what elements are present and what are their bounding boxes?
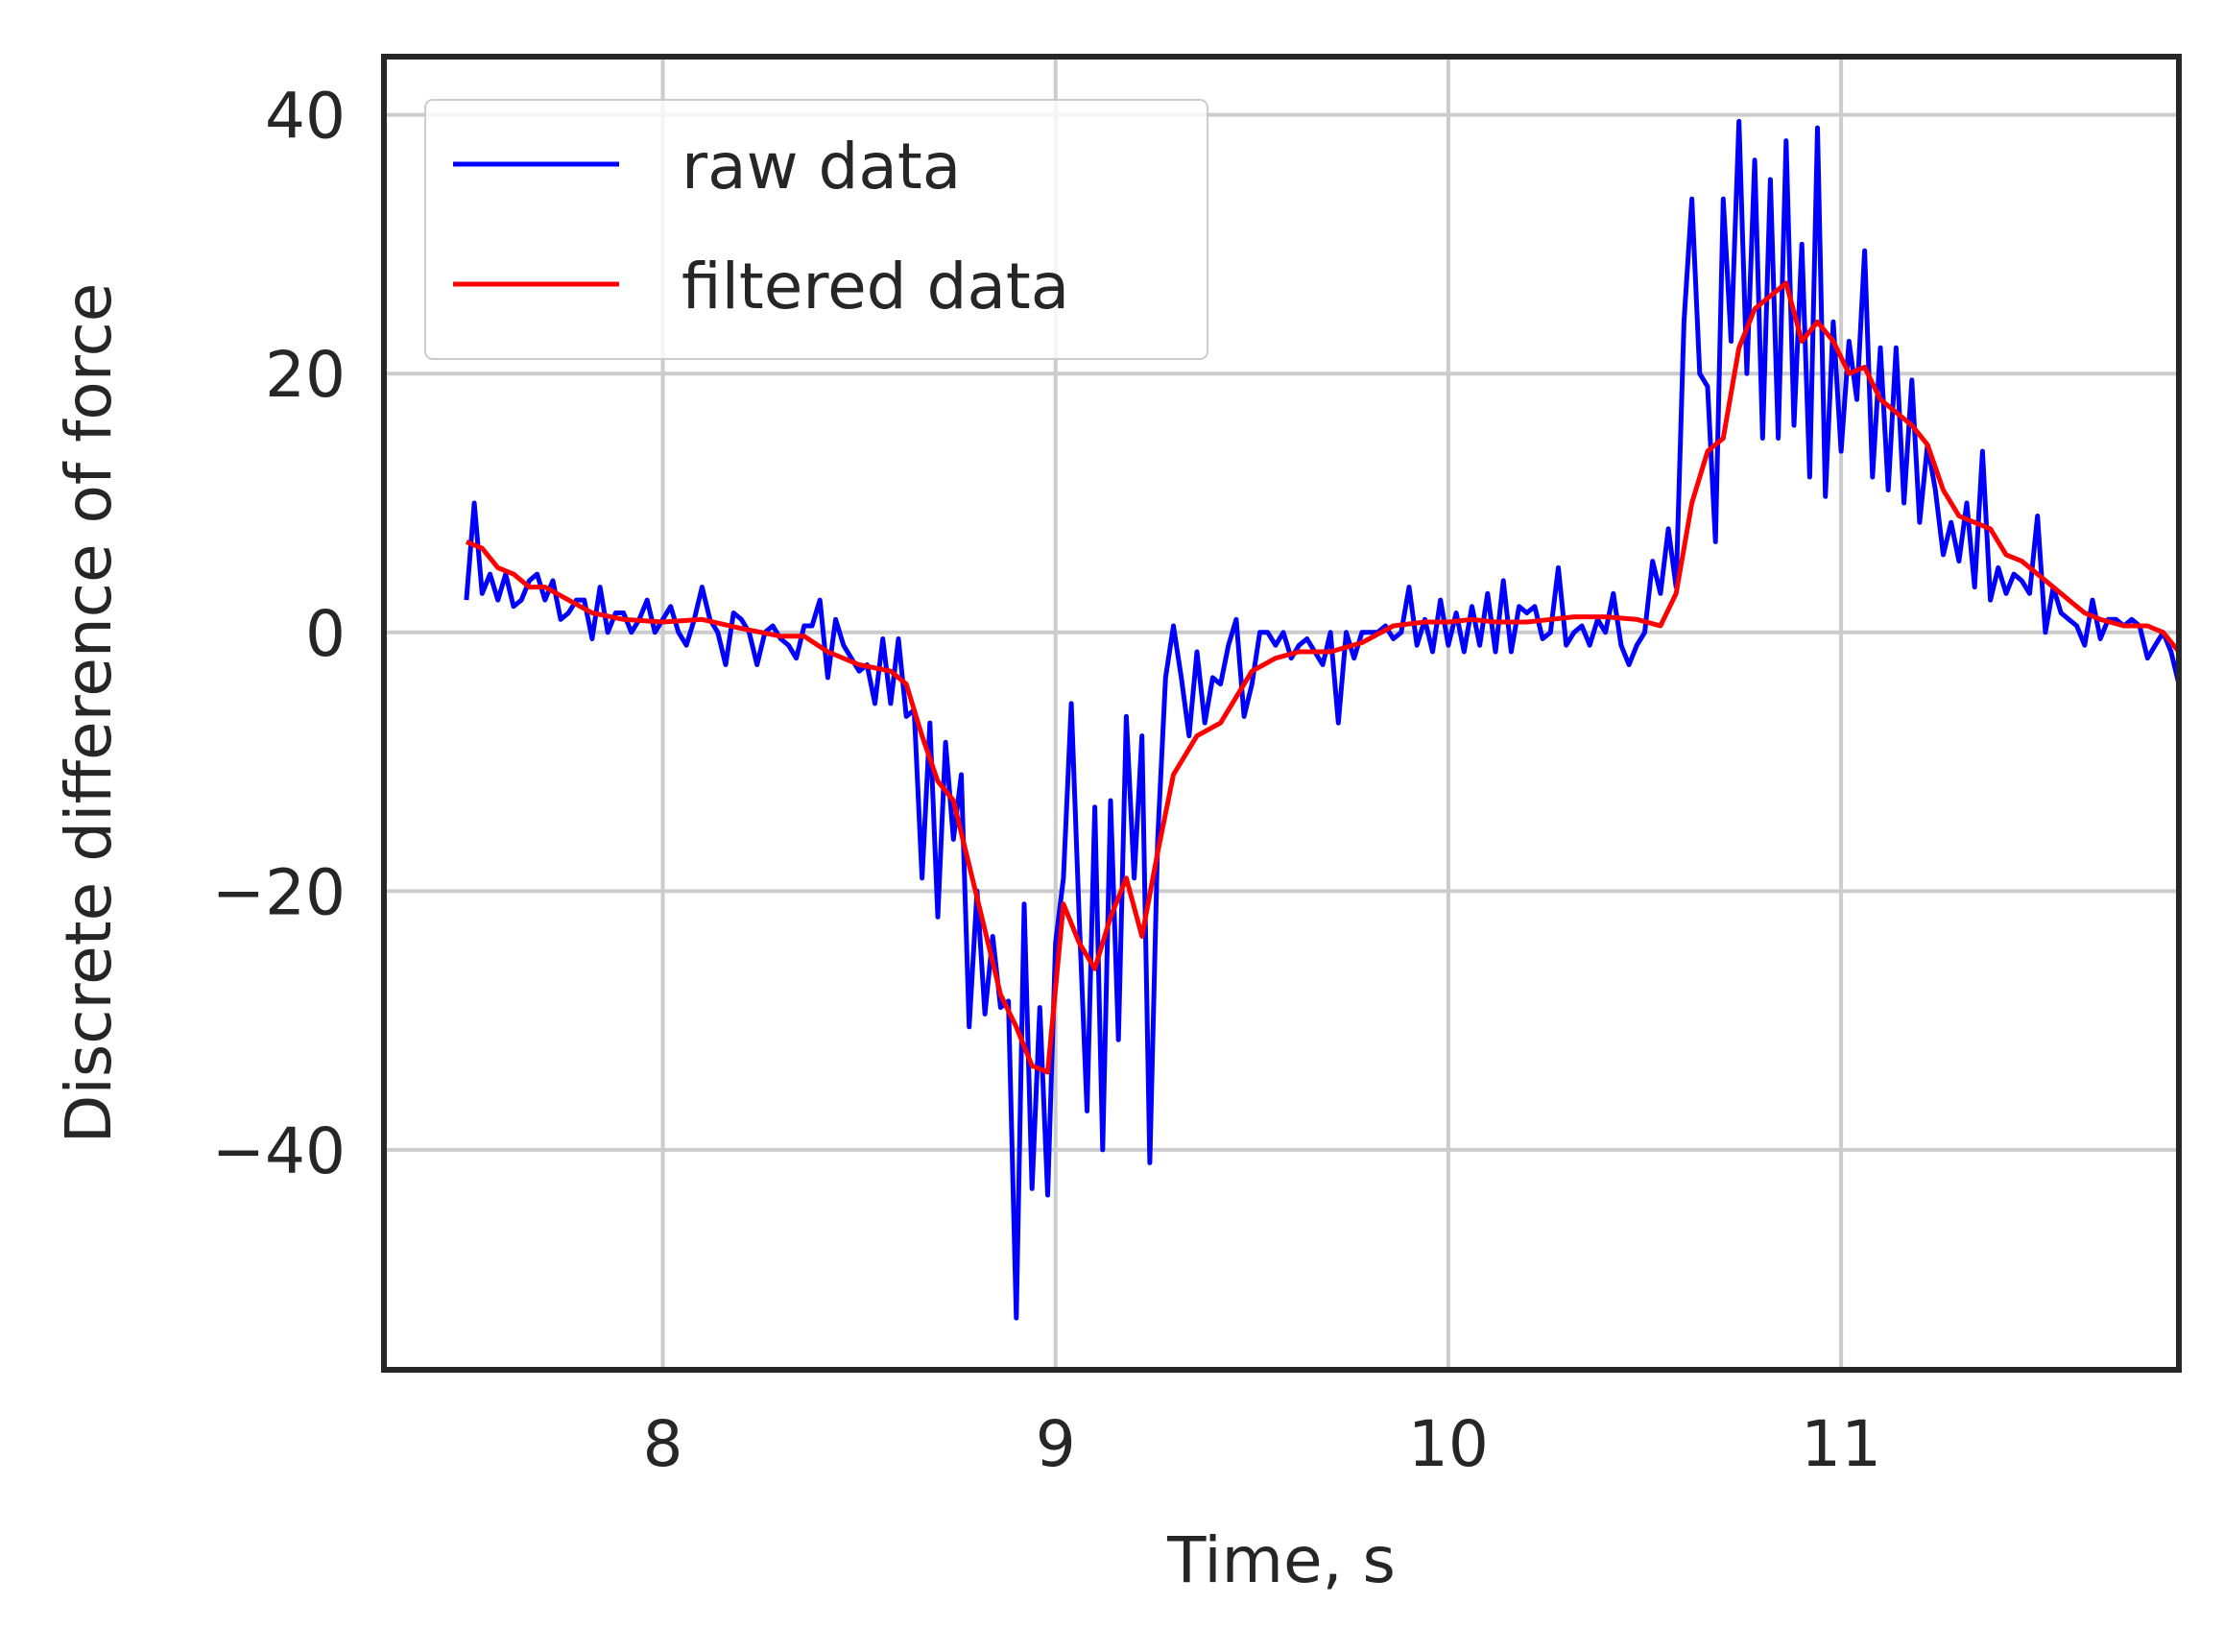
y-tick-label: 0 [305,597,346,671]
plot-frame [381,54,2182,1373]
x-tick-labels: 8 9 10 11 [643,1407,1882,1481]
series-line-filtered-data [465,280,2179,1075]
x-tick-label: 9 [1036,1407,1076,1481]
y-tick-labels: −40 −20 0 20 40 [212,80,346,1188]
x-tick-label: 10 [1408,1407,1489,1481]
x-axis-label: Time, s [1166,1523,1396,1597]
y-tick-label: 20 [265,338,346,412]
legend-box [424,99,1208,360]
y-tick-label: −40 [212,1114,346,1188]
legend: raw data filtered data [424,99,1208,360]
legend-label-filtered-data: filtered data [682,250,1069,323]
x-tick-label: 8 [643,1407,683,1481]
y-tick-label: −20 [212,855,346,929]
x-tick-label: 11 [1801,1407,1881,1481]
legend-label-raw-data: raw data [682,130,961,204]
y-axis-label: Discrete difference of force [52,283,126,1144]
series-line-raw-data [464,118,2179,1321]
y-tick-label: 40 [265,80,346,154]
